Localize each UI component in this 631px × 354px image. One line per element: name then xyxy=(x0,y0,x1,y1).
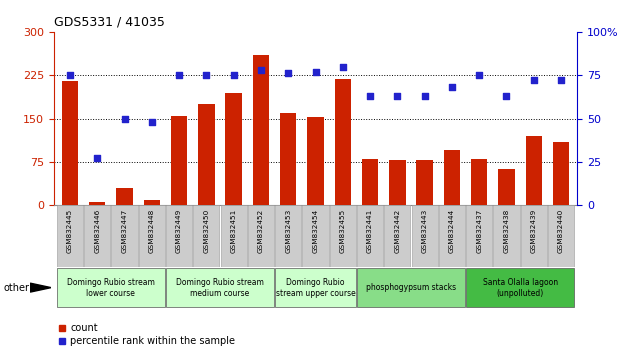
Point xyxy=(119,116,129,121)
Point xyxy=(310,69,321,75)
Bar xyxy=(57,268,165,307)
Bar xyxy=(329,205,356,267)
Text: Domingo Rubio stream
medium course: Domingo Rubio stream medium course xyxy=(176,278,264,298)
Point xyxy=(474,73,484,78)
Point xyxy=(174,73,184,78)
Text: GSM832439: GSM832439 xyxy=(531,209,537,253)
Text: GSM832440: GSM832440 xyxy=(558,209,564,253)
Text: GSM832444: GSM832444 xyxy=(449,209,455,253)
Text: Domingo Rubio
stream upper course: Domingo Rubio stream upper course xyxy=(276,278,355,298)
Text: GSM832448: GSM832448 xyxy=(149,209,155,253)
Point xyxy=(65,73,75,78)
Bar xyxy=(112,205,138,267)
Bar xyxy=(384,205,410,267)
Bar xyxy=(466,205,492,267)
Text: Domingo Rubio stream
lower course: Domingo Rubio stream lower course xyxy=(67,278,155,298)
Text: GSM832450: GSM832450 xyxy=(203,209,209,253)
Text: GSM832454: GSM832454 xyxy=(312,209,319,253)
Text: GSM832453: GSM832453 xyxy=(285,209,292,253)
Point xyxy=(556,78,566,83)
Bar xyxy=(553,142,569,205)
Bar xyxy=(166,268,274,307)
Bar xyxy=(389,160,406,205)
Bar xyxy=(144,200,160,205)
Bar xyxy=(139,205,165,267)
Bar xyxy=(416,160,433,205)
Bar xyxy=(466,268,574,307)
Point xyxy=(147,119,157,125)
Bar xyxy=(62,81,78,205)
Text: GSM832452: GSM832452 xyxy=(258,209,264,253)
Bar xyxy=(357,268,465,307)
Text: GDS5331 / 41035: GDS5331 / 41035 xyxy=(54,16,165,29)
Point xyxy=(392,93,403,99)
Text: Santa Olalla lagoon
(unpolluted): Santa Olalla lagoon (unpolluted) xyxy=(483,278,558,298)
Text: GSM832445: GSM832445 xyxy=(67,209,73,253)
Legend: count, percentile rank within the sample: count, percentile rank within the sample xyxy=(59,323,235,346)
Bar xyxy=(221,205,247,267)
Text: GSM832438: GSM832438 xyxy=(504,209,509,253)
Bar xyxy=(411,205,438,267)
Bar xyxy=(280,113,297,205)
Text: GSM832441: GSM832441 xyxy=(367,209,373,253)
Text: other: other xyxy=(3,282,29,293)
Bar xyxy=(193,205,220,267)
Point xyxy=(502,93,512,99)
Bar xyxy=(57,205,83,267)
Point xyxy=(201,73,211,78)
Bar xyxy=(166,205,192,267)
Point xyxy=(420,93,430,99)
Text: GSM832443: GSM832443 xyxy=(422,209,428,253)
Point xyxy=(529,78,539,83)
Bar xyxy=(275,268,356,307)
Bar xyxy=(334,79,351,205)
Text: GSM832437: GSM832437 xyxy=(476,209,482,253)
Point xyxy=(338,64,348,69)
Text: phosphogypsum stacks: phosphogypsum stacks xyxy=(366,283,456,292)
Point xyxy=(365,93,375,99)
Point xyxy=(92,156,102,161)
Point xyxy=(447,85,457,90)
Bar xyxy=(521,205,547,267)
Bar xyxy=(302,205,329,267)
Bar xyxy=(526,136,542,205)
Bar xyxy=(248,205,274,267)
Point xyxy=(256,67,266,73)
Polygon shape xyxy=(30,283,51,292)
Text: GSM832446: GSM832446 xyxy=(94,209,100,253)
Text: GSM832447: GSM832447 xyxy=(122,209,127,253)
Bar xyxy=(116,188,133,205)
Bar xyxy=(84,205,110,267)
Text: GSM832455: GSM832455 xyxy=(339,209,346,253)
Bar xyxy=(493,205,519,267)
Bar xyxy=(225,93,242,205)
Point xyxy=(228,73,239,78)
Text: GSM832451: GSM832451 xyxy=(231,209,237,253)
Bar xyxy=(362,159,378,205)
Bar xyxy=(471,159,487,205)
Bar xyxy=(439,205,465,267)
Point xyxy=(283,71,293,76)
Bar xyxy=(198,104,215,205)
Bar xyxy=(357,205,383,267)
Bar xyxy=(275,205,302,267)
Bar xyxy=(171,116,187,205)
Bar xyxy=(548,205,574,267)
Bar xyxy=(498,170,515,205)
Text: GSM832449: GSM832449 xyxy=(176,209,182,253)
Bar xyxy=(307,117,324,205)
Text: GSM832442: GSM832442 xyxy=(394,209,400,253)
Bar xyxy=(444,150,460,205)
Bar xyxy=(253,55,269,205)
Bar xyxy=(89,202,105,205)
